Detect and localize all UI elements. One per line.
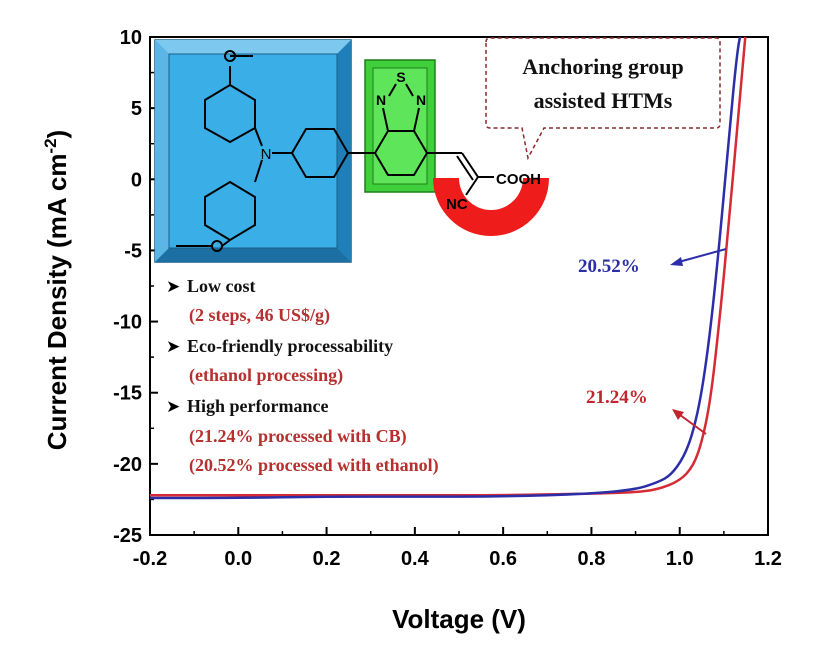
block-bevel-right [337, 40, 351, 262]
btd-sulfur-label: S [396, 69, 405, 85]
molecule-structure: N S N N COOH NC [154, 39, 549, 263]
blue-arrow-head [670, 257, 683, 266]
x-tick-label: 0.6 [489, 548, 517, 570]
efficiency-label-red: 21.24% [586, 387, 648, 408]
btd-s-left-bond [388, 83, 397, 97]
btd-nitrogen-right-label: N [416, 92, 426, 108]
x-axis-title: Voltage (V) [392, 604, 526, 634]
amine-nitrogen-label: N [261, 146, 272, 163]
y-tick-label: 0 [131, 169, 142, 191]
y-tick-label: -15 [113, 383, 142, 405]
y-tick-label: 5 [131, 98, 142, 120]
n-to-lower-bond [254, 159, 263, 183]
vinyl-double-bond [461, 152, 479, 178]
x-tick-label: 1.0 [666, 548, 694, 570]
bullet-marker-1: ➤ [166, 277, 180, 296]
x-tick-label: 0.4 [401, 548, 430, 570]
callout-line-1: Anchoring group [522, 54, 684, 79]
bullet-title-1: Low cost [187, 276, 256, 296]
bullet-detail-2: (ethanol processing) [189, 365, 343, 386]
btd-nitrogen-left-label: N [376, 92, 386, 108]
y-tick-labels: 10 5 0 -5 -10 -15 -20 -25 [113, 27, 142, 547]
nitrile-bond [465, 176, 479, 196]
bullet-detail-3a: (21.24% processed with CB) [189, 426, 407, 447]
y-axis-title: Current Density (mA cm-2) [41, 130, 72, 450]
anchoring-group-arc [433, 178, 549, 236]
bullet-title-3: High performance [187, 396, 328, 416]
lower-oxygen-atom [211, 240, 223, 252]
x-tick-label: 0.2 [313, 548, 341, 570]
efficiency-red-annotation: 21.24% [586, 387, 707, 435]
block-bevel-left [155, 40, 169, 262]
btd-n-left-bond [382, 107, 389, 132]
anchoring-callout: Anchoring group assisted HTMs [485, 37, 721, 161]
callout-line-2: assisted HTMs [534, 88, 673, 113]
btd-s-right-bond [405, 83, 414, 97]
x-tick-label: -0.2 [133, 548, 167, 570]
efficiency-blue-annotation: 20.52% [578, 248, 727, 277]
lower-methoxy-bond [221, 239, 231, 247]
bullet-detail-3b: (20.52% processed with ethanol) [189, 455, 439, 476]
btd-n-right-bond [413, 107, 420, 132]
n-to-upper-bond [254, 127, 263, 147]
y-tick-label: -20 [113, 454, 142, 476]
x-tick-labels: -0.2 0.0 0.2 0.4 0.6 0.8 1.0 1.2 [133, 548, 782, 570]
carboxylic-acid-label: COOH [496, 171, 541, 188]
bullet-title-2: Eco-friendly processability [187, 336, 393, 356]
bullet-marker-3: ➤ [166, 397, 180, 416]
callout-bubble [485, 37, 721, 161]
upper-phenyl-ring [204, 83, 256, 144]
x-tick-label: 0.0 [224, 548, 252, 570]
y-tick-label: 10 [120, 27, 142, 49]
axis-ticks [149, 36, 769, 536]
red-arrow-head [672, 409, 684, 420]
series-line-blue [150, 37, 742, 500]
y-tick-label: -5 [124, 240, 142, 262]
blue-arrow-line [674, 248, 727, 264]
efficiency-label-blue: 20.52% [578, 256, 640, 277]
bullet-marker-2: ➤ [166, 337, 180, 356]
block-face [168, 53, 338, 249]
x-tick-label: 1.2 [754, 548, 782, 570]
bullet-detail-1: (2 steps, 46 US$/g) [189, 305, 330, 326]
x-tick-label: 0.8 [578, 548, 606, 570]
upper-oxygen-atom [224, 50, 236, 62]
block-bevel-bottom [155, 248, 351, 262]
block-bevel-top [155, 40, 351, 54]
nitrile-label: NC [446, 196, 468, 213]
y-tick-label: -25 [113, 525, 142, 547]
y-tick-label: -10 [113, 312, 142, 334]
vinyl-double-bond-2 [456, 155, 474, 181]
series-line-red [150, 37, 747, 497]
feature-list: ➤ Low cost (2 steps, 46 US$/g) ➤ Eco-fri… [166, 276, 439, 476]
